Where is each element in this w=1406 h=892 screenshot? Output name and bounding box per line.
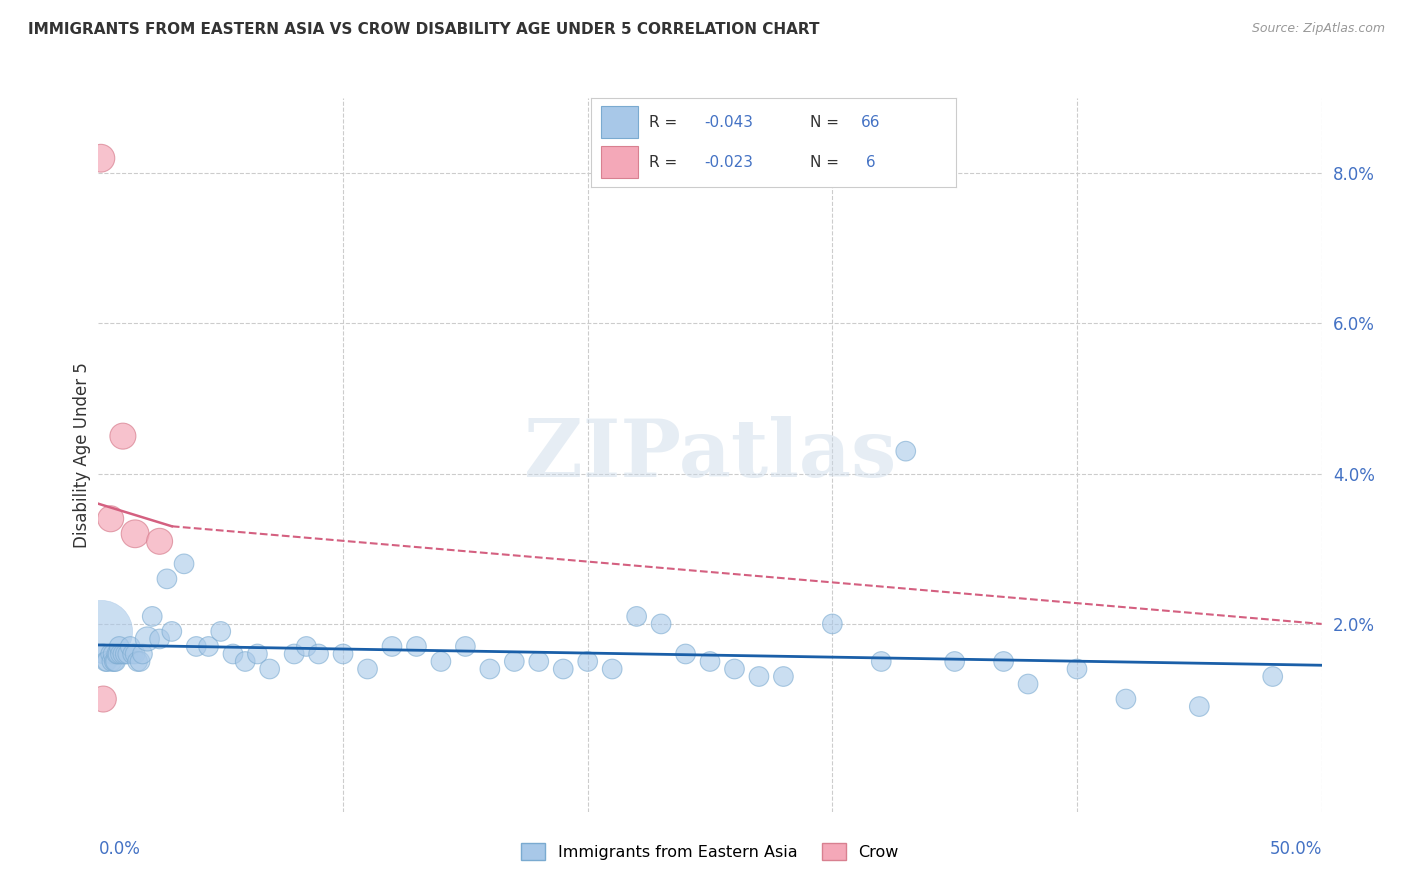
- Point: [527, 655, 550, 669]
- Point: [381, 640, 404, 654]
- Point: [110, 647, 132, 661]
- Point: [91, 647, 114, 661]
- Point: [478, 662, 501, 676]
- Point: [103, 655, 125, 669]
- Point: [283, 647, 305, 661]
- Point: [105, 647, 128, 661]
- Y-axis label: Disability Age Under 5: Disability Age Under 5: [73, 362, 91, 548]
- Point: [129, 655, 152, 669]
- Text: N =: N =: [810, 115, 844, 129]
- Point: [993, 655, 1015, 669]
- Point: [1115, 692, 1137, 706]
- Point: [650, 616, 672, 631]
- Text: 0.0%: 0.0%: [98, 840, 141, 858]
- Point: [131, 647, 153, 661]
- Point: [111, 429, 134, 443]
- Point: [943, 655, 966, 669]
- Point: [675, 647, 697, 661]
- Text: 50.0%: 50.0%: [1270, 840, 1322, 858]
- Point: [233, 655, 256, 669]
- Point: [149, 534, 172, 549]
- Point: [356, 662, 378, 676]
- Point: [111, 647, 134, 661]
- Point: [723, 662, 745, 676]
- Legend: Immigrants from Eastern Asia, Crow: Immigrants from Eastern Asia, Crow: [513, 836, 907, 868]
- Point: [156, 572, 179, 586]
- Point: [100, 647, 122, 661]
- Point: [101, 647, 124, 661]
- Point: [454, 640, 477, 654]
- Point: [1261, 669, 1284, 683]
- Text: R =: R =: [650, 115, 682, 129]
- Point: [90, 624, 112, 639]
- Point: [94, 655, 117, 669]
- Point: [821, 616, 844, 631]
- Point: [136, 632, 159, 646]
- Point: [120, 640, 142, 654]
- Point: [772, 669, 794, 683]
- Point: [246, 647, 269, 661]
- Point: [90, 151, 112, 165]
- Text: 66: 66: [860, 115, 880, 129]
- Text: -0.043: -0.043: [704, 115, 752, 129]
- Text: IMMIGRANTS FROM EASTERN ASIA VS CROW DISABILITY AGE UNDER 5 CORRELATION CHART: IMMIGRANTS FROM EASTERN ASIA VS CROW DIS…: [28, 22, 820, 37]
- Text: Source: ZipAtlas.com: Source: ZipAtlas.com: [1251, 22, 1385, 36]
- Text: N =: N =: [810, 155, 844, 169]
- Point: [1066, 662, 1088, 676]
- Point: [104, 655, 127, 669]
- Point: [91, 692, 114, 706]
- Point: [259, 662, 281, 676]
- Point: [149, 632, 172, 646]
- Point: [1188, 699, 1211, 714]
- Point: [197, 640, 219, 654]
- Point: [127, 655, 149, 669]
- FancyBboxPatch shape: [602, 106, 638, 138]
- Point: [430, 655, 453, 669]
- Point: [332, 647, 354, 661]
- Text: -0.023: -0.023: [704, 155, 752, 169]
- Point: [576, 655, 599, 669]
- Point: [503, 655, 526, 669]
- Point: [160, 624, 183, 639]
- Point: [114, 647, 136, 661]
- Point: [308, 647, 330, 661]
- Point: [96, 655, 118, 669]
- Point: [553, 662, 575, 676]
- Point: [222, 647, 245, 661]
- Point: [186, 640, 208, 654]
- Point: [108, 640, 131, 654]
- Point: [699, 655, 721, 669]
- Point: [100, 512, 122, 526]
- Point: [295, 640, 318, 654]
- Text: 6: 6: [860, 155, 876, 169]
- Point: [124, 526, 146, 541]
- Point: [121, 647, 143, 661]
- Point: [141, 609, 163, 624]
- Point: [405, 640, 427, 654]
- Point: [117, 647, 139, 661]
- Point: [209, 624, 232, 639]
- Point: [1017, 677, 1039, 691]
- FancyBboxPatch shape: [602, 146, 638, 178]
- Point: [894, 444, 917, 458]
- Point: [626, 609, 648, 624]
- Point: [124, 647, 146, 661]
- Point: [101, 655, 124, 669]
- Point: [748, 669, 770, 683]
- Point: [600, 662, 623, 676]
- Text: R =: R =: [650, 155, 682, 169]
- Point: [107, 647, 129, 661]
- Text: ZIPatlas: ZIPatlas: [524, 416, 896, 494]
- Point: [870, 655, 893, 669]
- Point: [173, 557, 195, 571]
